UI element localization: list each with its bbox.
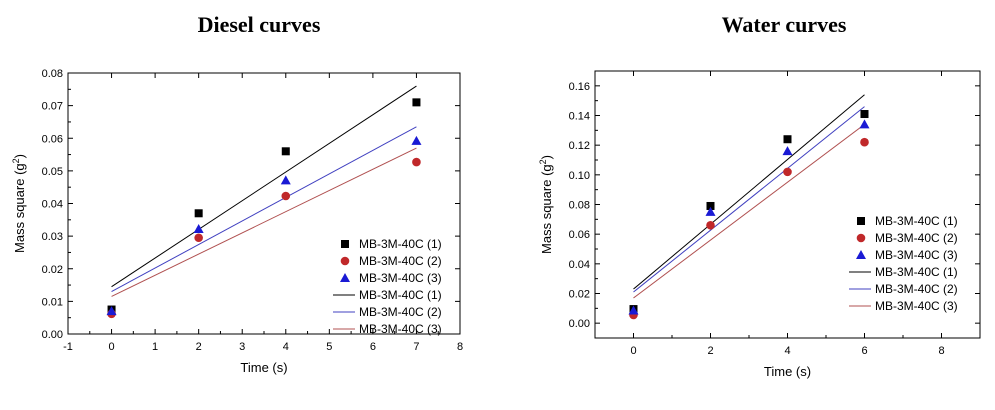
- y-tick-label: 0.04: [42, 199, 63, 211]
- fit-line: [633, 106, 865, 293]
- data-point-triangle: [705, 206, 716, 216]
- y-axis-title-main: Mass square (g: [12, 163, 27, 253]
- y-tick-label: 0.07: [42, 101, 63, 113]
- y-tick-label: 0.00: [42, 329, 63, 341]
- x-tick-label: 5: [326, 341, 332, 353]
- x-tick-label: 4: [784, 345, 790, 357]
- legend-label: MB-3M-40C (3): [359, 322, 442, 336]
- data-point-square: [706, 201, 715, 210]
- y-tick-label: 0.04: [569, 259, 590, 271]
- water-chart: Water curves 0 2 4 6 8 0.00 0.02 0.04 0.06 0.08 0.1…: [538, 12, 981, 379]
- data-point-circle: [194, 233, 203, 243]
- legend-marker: [856, 233, 866, 243]
- data-point-triangle: [859, 119, 870, 129]
- legend-label: MB-3M-40C (1): [359, 237, 442, 251]
- legend-marker: [340, 256, 350, 266]
- fit-line: [633, 124, 865, 299]
- data-point-triangle: [782, 146, 793, 156]
- legend-label: MB-3M-40C (2): [875, 282, 958, 296]
- data-point-circle: [860, 137, 869, 147]
- x-tick-label: 4: [283, 341, 289, 353]
- y-axis-title: Mass square (g2): [11, 154, 27, 253]
- data-point-circle: [706, 220, 715, 230]
- x-tick-label: 1: [152, 341, 158, 353]
- legend-marker: [340, 273, 350, 282]
- x-tick-label: 0: [630, 345, 636, 357]
- x-tick-label: 7: [413, 341, 419, 353]
- data-point-square: [860, 110, 869, 119]
- y-tick-label: 0.08: [42, 68, 63, 80]
- y-tick-label: 0.02: [42, 264, 63, 276]
- x-tick-label: 3: [239, 341, 245, 353]
- x-axis-title: Time (s): [240, 360, 287, 375]
- x-tick-label: 2: [707, 345, 713, 357]
- y-axis-title-superscript: 2: [11, 158, 21, 163]
- plot-frame: [594, 70, 981, 339]
- data-point-triangle: [411, 135, 422, 145]
- fit-line: [111, 126, 417, 293]
- x-tick-label: -1: [63, 341, 73, 353]
- data-point-triangle: [280, 175, 291, 185]
- y-axis-title-tail: ): [539, 155, 554, 159]
- data-point-triangle: [106, 306, 117, 316]
- y-axis-title: Mass square (g2): [538, 155, 554, 254]
- data-point-circle: [281, 191, 291, 201]
- data-point-square: [281, 147, 290, 156]
- y-axis-title-superscript: 2: [538, 159, 548, 164]
- y-tick-label: 0.03: [42, 231, 63, 243]
- legend-label: MB-3M-40C (2): [359, 254, 442, 268]
- data-point-square: [412, 98, 421, 107]
- y-tick-label: 0.14: [569, 111, 590, 123]
- x-axis-title: Time (s): [764, 364, 811, 379]
- legend-label: MB-3M-40C (3): [359, 271, 442, 285]
- legend-marker: [856, 250, 866, 259]
- y-tick-label: 0.05: [42, 166, 63, 178]
- x-tick-label: 8: [457, 341, 463, 353]
- y-axis-title-main: Mass square (g: [539, 164, 554, 254]
- legend-label: MB-3M-40C (3): [875, 248, 958, 262]
- x-tick-label: 8: [938, 345, 944, 357]
- legend-marker: [857, 217, 865, 225]
- legend-label: MB-3M-40C (1): [875, 265, 958, 279]
- legend-label: MB-3M-40C (1): [875, 214, 958, 228]
- diesel-chart: Diesel curves -1 0 1 2 3 4 5 6 7 8 0.00 0.01 0.02 0.03…: [11, 12, 463, 375]
- x-tick-label: 6: [861, 345, 867, 357]
- data-point-square: [194, 209, 203, 218]
- data-point-circle: [412, 157, 421, 167]
- legend-label: MB-3M-40C (1): [359, 288, 442, 302]
- y-tick-label: 0.10: [569, 170, 590, 182]
- legend-label: MB-3M-40C (2): [359, 305, 442, 319]
- y-tick-label: 0.08: [569, 200, 590, 212]
- y-axis-title-tail: ): [12, 154, 27, 158]
- y-tick-label: 0.06: [42, 133, 63, 145]
- y-tick-label: 0.02: [569, 289, 590, 301]
- legend-marker: [341, 240, 349, 248]
- data-point-triangle: [628, 305, 639, 315]
- y-tick-label: 0.01: [42, 296, 63, 308]
- x-tick-label: 2: [196, 341, 202, 353]
- chart-title: Water curves: [722, 12, 847, 37]
- fit-line: [633, 94, 865, 290]
- legend-label: MB-3M-40C (3): [875, 299, 958, 313]
- legend-label: MB-3M-40C (2): [875, 231, 958, 245]
- data-point-square: [783, 135, 792, 144]
- chart-title: Diesel curves: [198, 12, 321, 37]
- data-point-circle: [783, 167, 792, 177]
- y-tick-label: 0.16: [569, 81, 590, 93]
- y-tick-label: 0.06: [569, 229, 590, 241]
- y-tick-label: 0.12: [569, 140, 590, 152]
- fit-line: [111, 147, 417, 297]
- x-tick-label: 6: [370, 341, 376, 353]
- data-point-triangle: [193, 223, 204, 233]
- x-tick-label: 0: [108, 341, 114, 353]
- y-tick-label: 0.00: [569, 318, 590, 330]
- fit-line: [111, 85, 417, 288]
